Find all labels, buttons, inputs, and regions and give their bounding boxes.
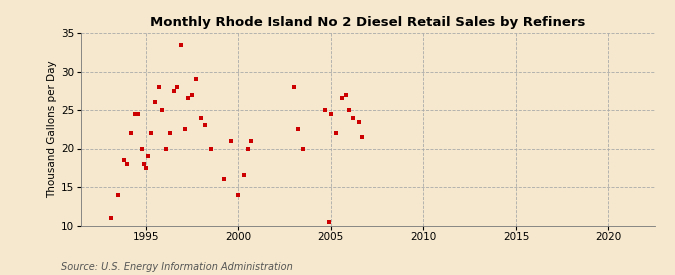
Point [238, 173, 249, 178]
Point [340, 92, 351, 97]
Point [157, 108, 168, 112]
Point [348, 116, 358, 120]
Point [288, 85, 299, 89]
Y-axis label: Thousand Gallons per Day: Thousand Gallons per Day [47, 60, 57, 198]
Point [298, 146, 308, 151]
Point [105, 216, 116, 220]
Point [146, 131, 157, 135]
Point [357, 135, 368, 139]
Point [320, 108, 331, 112]
Point [172, 85, 183, 89]
Point [140, 166, 151, 170]
Point [130, 112, 140, 116]
Point [122, 162, 133, 166]
Point [176, 42, 186, 47]
Point [138, 162, 149, 166]
Title: Monthly Rhode Island No 2 Diesel Retail Sales by Refiners: Monthly Rhode Island No 2 Diesel Retail … [150, 16, 585, 29]
Point [126, 131, 136, 135]
Text: Source: U.S. Energy Information Administration: Source: U.S. Energy Information Administ… [61, 262, 292, 272]
Point [142, 154, 153, 158]
Point [113, 192, 124, 197]
Point [161, 146, 171, 151]
Point [180, 127, 190, 131]
Point [292, 127, 303, 131]
Point [136, 146, 147, 151]
Point [331, 131, 342, 135]
Point [153, 85, 164, 89]
Point [183, 96, 194, 101]
Point [353, 119, 364, 124]
Point [190, 77, 201, 81]
Point [118, 158, 129, 162]
Point [165, 131, 176, 135]
Point [150, 100, 161, 104]
Point [205, 146, 216, 151]
Point [133, 112, 144, 116]
Point [168, 89, 179, 93]
Point [233, 192, 244, 197]
Point [218, 177, 229, 182]
Point [225, 139, 236, 143]
Point [325, 112, 336, 116]
Point [337, 96, 348, 101]
Point [242, 146, 253, 151]
Point [323, 219, 334, 224]
Point [246, 139, 256, 143]
Point [200, 123, 211, 128]
Point [187, 92, 198, 97]
Point [196, 116, 207, 120]
Point [344, 108, 355, 112]
